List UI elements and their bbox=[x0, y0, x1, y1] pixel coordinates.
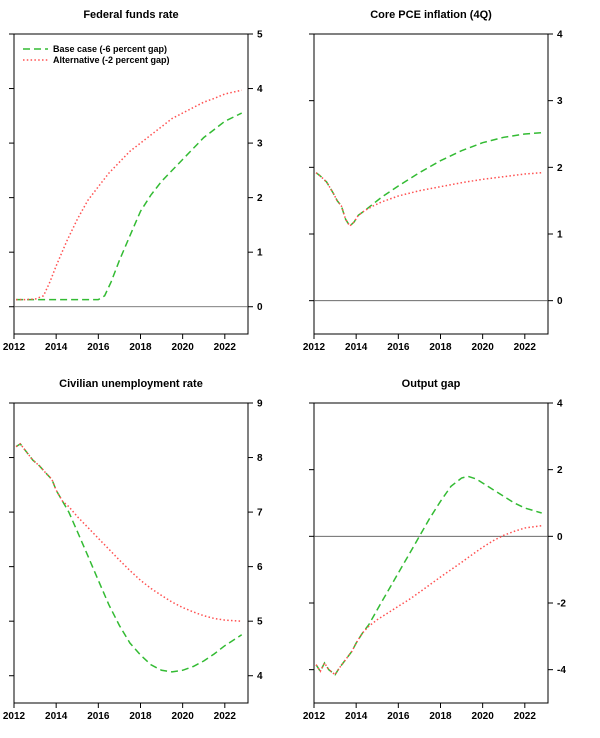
series-line-alternative bbox=[15, 443, 242, 623]
y-tick-label: 8 bbox=[257, 453, 263, 464]
panel-output-gap: Output gap -4 -2 0 2 4 2012 2014 2016 2018 2020 20… bbox=[300, 369, 600, 738]
x-tick-label: 2014 bbox=[45, 342, 68, 353]
x-tick-label: 2020 bbox=[472, 711, 495, 722]
y-tick-label: 2 bbox=[257, 193, 263, 204]
y-tick-label: 2 bbox=[557, 465, 563, 476]
x-tick-label: 2022 bbox=[514, 342, 537, 353]
y-tick-label: 1 bbox=[257, 248, 263, 259]
x-tick-label: 2012 bbox=[3, 342, 26, 353]
x-tick-label: 2018 bbox=[129, 711, 152, 722]
chart-title-federal-funds-rate: Federal funds rate bbox=[83, 9, 179, 21]
x-tick-label: 2020 bbox=[172, 342, 195, 353]
legend-label-base-case: Base case (-6 percent gap) bbox=[53, 44, 167, 54]
x-tick-label: 2020 bbox=[472, 342, 495, 353]
plot-frame bbox=[313, 402, 549, 704]
y-tick-label: 3 bbox=[257, 139, 263, 150]
chart-title-output-gap: Output gap bbox=[401, 378, 461, 390]
panel-federal-funds-rate: Federal funds rate 0 1 2 3 4 5 2012 2014 2016 201… bbox=[0, 0, 300, 369]
x-tick-label: 2022 bbox=[214, 711, 237, 722]
chart-svg-core-pce-inflation: 0 1 2 3 4 2012 2014 2016 2018 2020 2022 bbox=[303, 30, 563, 354]
legend-label-alternative: Alternative (-2 percent gap) bbox=[53, 55, 170, 65]
series-line-base-case bbox=[315, 475, 542, 676]
y-tick-label: 4 bbox=[557, 30, 563, 41]
y-tick-label: 5 bbox=[257, 617, 263, 628]
plot-frame bbox=[313, 33, 549, 335]
x-tick-label: 2018 bbox=[429, 342, 452, 353]
x-tick-label: 2014 bbox=[345, 342, 368, 353]
y-tick-label: -4 bbox=[557, 665, 566, 676]
x-tick-label: 2016 bbox=[387, 342, 410, 353]
y-tick-label: 0 bbox=[557, 296, 563, 307]
x-tick-label: 2014 bbox=[345, 711, 368, 722]
panel-civilian-unemployment-rate: Civilian unemployment rate 4 5 6 7 8 9 2012 201… bbox=[0, 369, 300, 738]
x-tick-label: 2012 bbox=[303, 711, 326, 722]
x-tick-label: 2014 bbox=[45, 711, 68, 722]
series-line-alternative bbox=[315, 172, 542, 228]
y-tick-label: 4 bbox=[557, 399, 563, 410]
y-tick-label: 5 bbox=[257, 30, 263, 41]
panel-core-pce-inflation: Core PCE inflation (4Q) 0 1 2 3 4 2012 2014 201… bbox=[300, 0, 600, 369]
series-line-alternative bbox=[16, 89, 242, 301]
chart-svg-output-gap: -4 -2 0 2 4 2012 2014 2016 2018 2020 2022 bbox=[303, 399, 566, 723]
x-tick-label: 2018 bbox=[129, 342, 152, 353]
y-tick-label: 9 bbox=[257, 399, 263, 410]
x-tick-label: 2012 bbox=[3, 711, 26, 722]
y-tick-label: 0 bbox=[557, 532, 563, 543]
chart-title-core-pce-inflation: Core PCE inflation (4Q) bbox=[370, 9, 492, 21]
plot-frame bbox=[13, 402, 249, 704]
y-tick-label: 4 bbox=[257, 84, 263, 95]
y-tick-label: 7 bbox=[257, 508, 263, 519]
series-line-base-case bbox=[16, 112, 243, 301]
y-tick-label: -2 bbox=[557, 599, 566, 610]
y-tick-label: 2 bbox=[557, 163, 563, 174]
x-tick-label: 2016 bbox=[387, 711, 410, 722]
series-line-base-case bbox=[315, 132, 542, 228]
x-tick-label: 2022 bbox=[514, 711, 537, 722]
y-tick-label: 6 bbox=[257, 562, 263, 573]
x-tick-label: 2016 bbox=[87, 342, 110, 353]
chart-svg-civilian-unemployment-rate: 4 5 6 7 8 9 2012 2014 2016 2018 2020 2022 bbox=[3, 399, 263, 723]
y-tick-label: 0 bbox=[257, 302, 263, 313]
y-tick-label: 4 bbox=[257, 671, 263, 682]
y-tick-label: 3 bbox=[557, 96, 563, 107]
x-tick-label: 2012 bbox=[303, 342, 326, 353]
x-tick-label: 2022 bbox=[214, 342, 237, 353]
plot-frame bbox=[13, 33, 249, 335]
chart-title-civilian-unemployment-rate: Civilian unemployment rate bbox=[59, 378, 203, 390]
series-line-alternative bbox=[315, 525, 542, 676]
y-tick-label: 1 bbox=[557, 230, 563, 241]
x-tick-label: 2018 bbox=[429, 711, 452, 722]
x-tick-label: 2016 bbox=[87, 711, 110, 722]
chart-svg-federal-funds-rate: 0 1 2 3 4 5 2012 2014 2016 2018 2020 2022 Base case … bbox=[3, 30, 263, 354]
x-tick-label: 2020 bbox=[172, 711, 195, 722]
